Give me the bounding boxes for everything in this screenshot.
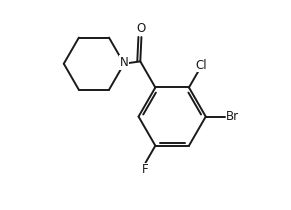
- Text: N: N: [120, 56, 128, 69]
- Text: O: O: [137, 22, 146, 35]
- Text: F: F: [142, 163, 149, 176]
- Text: Br: Br: [226, 110, 239, 123]
- Text: Cl: Cl: [196, 59, 207, 72]
